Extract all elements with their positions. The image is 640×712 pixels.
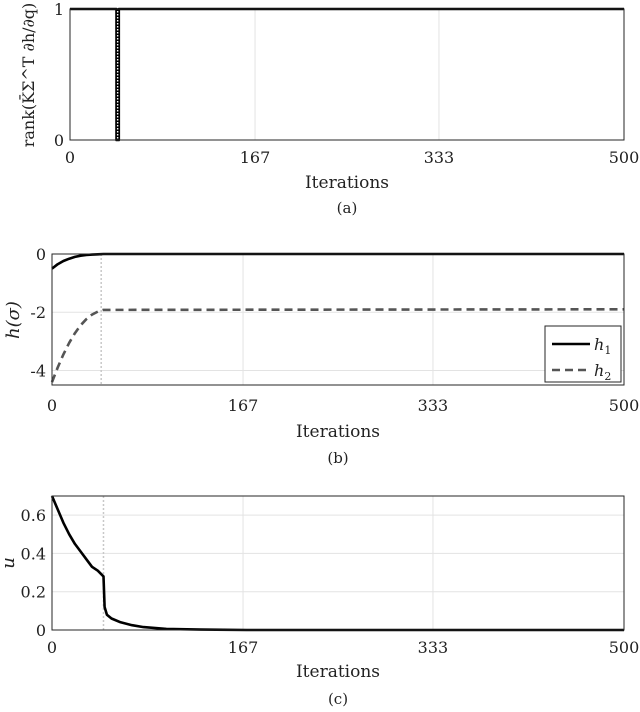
y-tick-label: 0: [36, 245, 46, 264]
x-tick-label: 500: [609, 148, 640, 167]
y-tick-label: 1: [54, 0, 64, 19]
y-axis-label-text: rank(K̄Σ^T ∂h/∂q): [17, 3, 38, 148]
panel-caption: (a): [337, 199, 358, 217]
y-axis-label-text: h(σ): [3, 301, 24, 339]
panel-3: 0 167 333 500 0 0.2 0.4 0.6 Iterations (c): [21, 495, 640, 708]
x-axis-label: Iterations: [296, 422, 380, 442]
y-tick-label: 0.6: [21, 506, 46, 525]
axes-frame: [51, 495, 625, 631]
x-tick-label: 500: [609, 638, 640, 657]
panel-caption: (c): [328, 690, 348, 708]
axes-frame: [51, 253, 625, 386]
legend-subscript: 1: [604, 344, 611, 357]
y-axis-label-text: u: [0, 557, 19, 569]
x-tick-label: 500: [609, 396, 640, 415]
x-tick-label: 333: [424, 148, 455, 167]
panel-2: 0 167 333 500 0 -2 -4 Iterations (b): [30, 245, 639, 467]
y-tick-label: -4: [30, 361, 46, 380]
y-tick-label: 0.4: [21, 544, 46, 563]
series-line-h2: [50, 308, 625, 383]
x-tick-label: 167: [228, 396, 259, 415]
y-axis-label-h: h(σ): [3, 301, 24, 339]
y-axis-label-rank: rank(K̄Σ^T ∂h/∂q): [17, 3, 38, 148]
panel-1: 0 167 333 500 0 1 Iterations (a): [54, 0, 639, 217]
x-tick-label: 167: [240, 148, 271, 167]
axes-frame: [69, 8, 625, 141]
series-line-1: [50, 495, 624, 632]
y-tick-label: 0.2: [21, 583, 46, 602]
x-tick-label: 0: [47, 396, 57, 415]
series-line-1: [70, 7, 624, 142]
x-tick-label: 167: [228, 638, 259, 657]
x-tick-label: 0: [47, 638, 57, 657]
x-tick-label: 333: [418, 638, 449, 657]
y-tick-label: -2: [30, 303, 46, 322]
y-tick-label: 0: [36, 621, 46, 640]
x-axis-label: Iterations: [296, 662, 380, 682]
y-axis-label-u: u: [0, 557, 19, 569]
series-line-h1: [51, 252, 624, 270]
x-tick-label: 333: [418, 396, 449, 415]
x-tick-label: 0: [65, 148, 75, 167]
panel-caption: (b): [327, 449, 348, 467]
x-axis-label: Iterations: [305, 173, 389, 193]
y-tick-label: 0: [54, 131, 64, 150]
legend-box: [544, 325, 622, 383]
legend-subscript: 2: [604, 370, 611, 383]
